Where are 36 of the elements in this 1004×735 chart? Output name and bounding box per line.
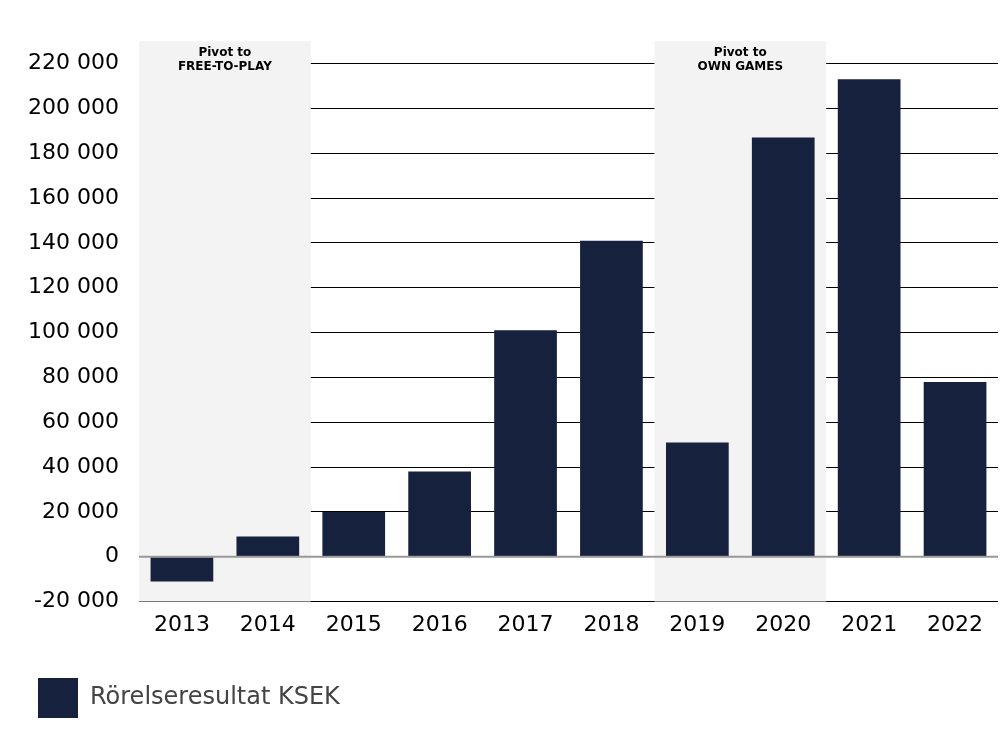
bar: [236, 536, 300, 557]
x-tick-label: 2018: [583, 610, 640, 636]
y-tick-label: 80 000: [41, 363, 119, 389]
x-tick-label: 2013: [153, 610, 210, 636]
y-tick-label: 200 000: [27, 94, 119, 120]
y-tick-label: 220 000: [27, 49, 119, 75]
x-tick-label: 2017: [497, 610, 554, 636]
band-label: Pivot to OWN GAMES: [697, 45, 784, 74]
y-tick-label: 60 000: [41, 407, 119, 433]
bar: [751, 137, 815, 557]
y-tick-label: 100 000: [27, 318, 119, 344]
y-tick-label: 40 000: [41, 452, 119, 478]
bar: [494, 330, 557, 557]
bar: [408, 471, 471, 557]
x-tick-label: 2019: [669, 610, 726, 636]
x-tick-label: 2016: [411, 610, 468, 636]
legend-label: Rörelseresultat KSEK: [90, 682, 342, 711]
y-tick-label: 140 000: [27, 228, 119, 254]
x-tick-label: 2015: [325, 610, 382, 636]
bar: [322, 511, 386, 557]
y-tick-label: 0: [104, 542, 119, 568]
x-tick-label: 2020: [755, 610, 812, 636]
x-tick-label: 2021: [841, 610, 898, 636]
bar: [923, 381, 987, 557]
y-tick-label: 160 000: [27, 183, 119, 209]
bar: [837, 79, 901, 557]
bar: [580, 240, 643, 557]
y-tick-label: 120 000: [27, 273, 119, 299]
y-tick-label: 180 000: [27, 139, 119, 164]
bar: [150, 557, 214, 582]
y-tick-label: 20 000: [41, 497, 119, 523]
x-tick-label: 2014: [239, 610, 296, 636]
band-label: Pivot to FREE-TO-PLAY: [177, 45, 273, 74]
y-tick-label: -20 000: [34, 587, 119, 613]
bar: [665, 442, 729, 557]
x-tick-label: 2022: [927, 610, 984, 636]
